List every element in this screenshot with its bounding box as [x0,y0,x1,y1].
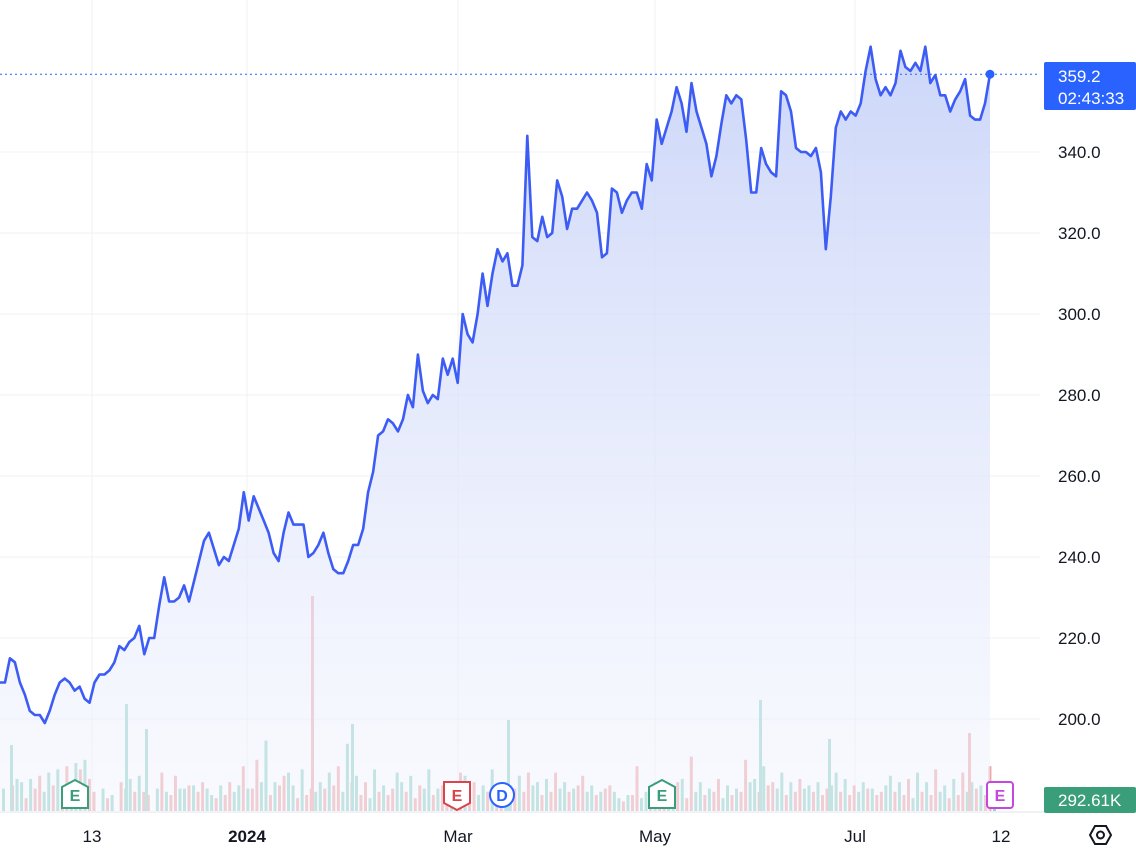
earnings-marker[interactable]: E [986,781,1014,809]
price-area [0,46,990,812]
price-line [0,45,1040,725]
y-tick-label: 280.0 [1058,386,1101,405]
volume-tag: 292.61K [1044,787,1136,813]
y-tick-label: 340.0 [1058,143,1101,162]
event-marker-label: E [657,788,668,805]
y-tick-label: 240.0 [1058,548,1101,567]
x-axis: 13 2024 Mar May Jul 12 [83,825,1113,846]
earnings-marker[interactable]: E [648,778,676,809]
event-marker-label: E [70,788,81,805]
last-price-dot [985,69,995,79]
volume-value: 292.61K [1058,791,1122,810]
chart-settings-icon[interactable] [1088,825,1113,845]
y-tick-label: 200.0 [1058,710,1101,729]
x-tick-label: 13 [83,827,102,846]
y-tick-label: 320.0 [1058,224,1101,243]
price-series-line [0,45,992,725]
countdown-timer: 02:43:33 [1058,89,1124,108]
dividend-marker[interactable]: D [489,782,515,808]
y-tick-label: 220.0 [1058,629,1101,648]
x-tick-label: Jul [844,827,866,846]
earnings-marker[interactable]: E [443,781,471,812]
event-marker-label: D [496,788,508,805]
event-marker-label: E [995,788,1006,805]
last-price-value: 359.2 [1058,67,1101,86]
x-tick-label: 2024 [228,827,266,846]
x-tick-label: Mar [443,827,473,846]
y-tick-label: 260.0 [1058,467,1101,486]
earnings-marker[interactable]: E [61,778,89,809]
x-tick-label: 12 [992,827,1011,846]
y-axis: 340.0 320.0 300.0 280.0 260.0 240.0 220.0 200.0 [1058,143,1101,729]
event-marker-label: E [452,788,463,805]
price-area-fill [0,46,990,812]
x-tick-label: May [639,827,672,846]
price-tags: 359.2 02:43:33 292.61K [1044,62,1136,813]
y-tick-label: 300.0 [1058,305,1101,324]
last-price-tag: 359.2 02:43:33 [1044,62,1136,110]
